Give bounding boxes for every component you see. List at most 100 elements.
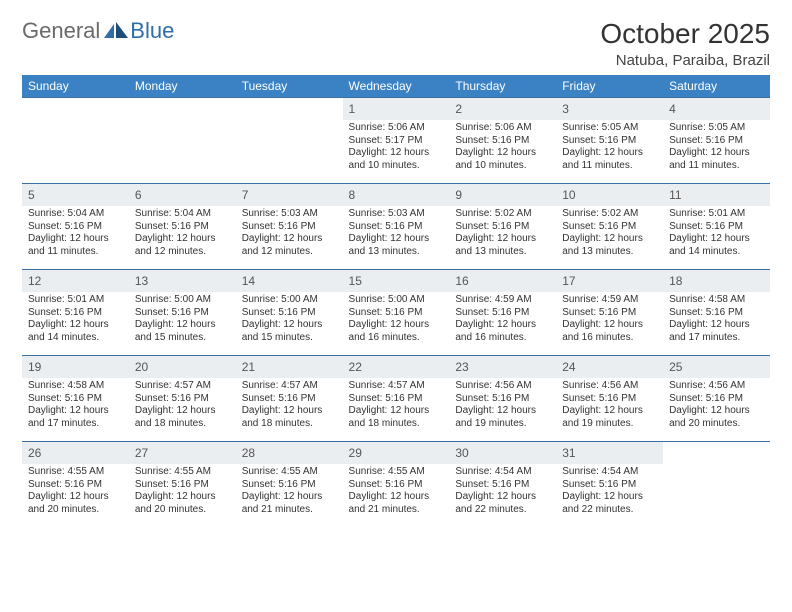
day-number-bar: 7 bbox=[236, 184, 343, 206]
calendar-day-cell: 29Sunrise: 4:55 AMSunset: 5:16 PMDayligh… bbox=[343, 442, 450, 528]
calendar-week-row: 5Sunrise: 5:04 AMSunset: 5:16 PMDaylight… bbox=[22, 184, 770, 270]
day-number: 15 bbox=[349, 274, 362, 288]
day-number-bar: 20 bbox=[129, 356, 236, 378]
day-number-bar: 17 bbox=[556, 270, 663, 292]
calendar-week-row: 26 Sunrise: 4:55 AMSunset: 5:16 PMDayligh… bbox=[22, 442, 770, 528]
day-number: 26 bbox=[28, 446, 41, 460]
day-detail: Sunrise: 5:01 AMSunset: 5:16 PMDaylight:… bbox=[663, 206, 770, 262]
day-detail: Sunrise: 4:57 AMSunset: 5:16 PMDaylight:… bbox=[343, 378, 450, 434]
day-number: 23 bbox=[455, 360, 468, 374]
day-detail: Sunrise: 4:55 AMSunset: 5:16 PMDaylight:… bbox=[343, 464, 450, 520]
day-number-bar: 4 bbox=[663, 98, 770, 120]
calendar-header-row: SundayMondayTuesdayWednesdayThursdayFrid… bbox=[22, 75, 770, 98]
day-number: 20 bbox=[135, 360, 148, 374]
day-detail: Sunrise: 4:55 AMSunset: 5:16 PMDaylight:… bbox=[129, 464, 236, 520]
calendar-empty-cell bbox=[236, 98, 343, 184]
day-number-bar: 18 bbox=[663, 270, 770, 292]
day-detail: Sunrise: 4:59 AMSunset: 5:16 PMDaylight:… bbox=[556, 292, 663, 348]
day-number-bar: 24 bbox=[556, 356, 663, 378]
day-detail: Sunrise: 4:55 AMSunset: 5:16 PMDaylight:… bbox=[236, 464, 343, 520]
logo-sail-icon bbox=[104, 22, 128, 38]
day-detail: Sunrise: 5:00 AMSunset: 5:16 PMDaylight:… bbox=[129, 292, 236, 348]
logo-text-general: General bbox=[22, 18, 100, 44]
location-text: Natuba, Paraiba, Brazil bbox=[600, 52, 770, 69]
calendar-day-cell: 8Sunrise: 5:03 AMSunset: 5:16 PMDaylight… bbox=[343, 184, 450, 270]
day-number: 19 bbox=[28, 360, 41, 374]
calendar-day-cell: 3Sunrise: 5:05 AMSunset: 5:16 PMDaylight… bbox=[556, 98, 663, 184]
day-number: 17 bbox=[562, 274, 575, 288]
day-number-bar: 8 bbox=[343, 184, 450, 206]
day-number: 21 bbox=[242, 360, 255, 374]
calendar-day-cell: 4Sunrise: 5:05 AMSunset: 5:16 PMDaylight… bbox=[663, 98, 770, 184]
day-number-bar: 21 bbox=[236, 356, 343, 378]
calendar-day-cell: 16Sunrise: 4:59 AMSunset: 5:16 PMDayligh… bbox=[449, 270, 556, 356]
day-detail: Sunrise: 4:58 AMSunset: 5:16 PMDaylight:… bbox=[22, 378, 129, 434]
day-number-bar: 31 bbox=[556, 442, 663, 464]
day-number-bar: 10 bbox=[556, 184, 663, 206]
day-detail: Sunrise: 4:58 AMSunset: 5:16 PMDaylight:… bbox=[663, 292, 770, 348]
calendar-day-cell: 20 Sunrise: 4:57 AMSunset: 5:16 PMDayligh… bbox=[129, 356, 236, 442]
day-number: 9 bbox=[455, 188, 462, 202]
day-number: 24 bbox=[562, 360, 575, 374]
day-number: 2 bbox=[455, 102, 462, 116]
weekday-header: Thursday bbox=[449, 75, 556, 98]
calendar-table: SundayMondayTuesdayWednesdayThursdayFrid… bbox=[22, 75, 770, 528]
day-detail: Sunrise: 4:57 AMSunset: 5:16 PMDaylight:… bbox=[129, 378, 236, 434]
calendar-day-cell: 2 Sunrise: 5:06 AMSunset: 5:16 PMDaylight… bbox=[449, 98, 556, 184]
weekday-header: Monday bbox=[129, 75, 236, 98]
day-detail: Sunrise: 5:02 AMSunset: 5:16 PMDaylight:… bbox=[556, 206, 663, 262]
day-number: 30 bbox=[455, 446, 468, 460]
calendar-day-cell: 31Sunrise: 4:54 AMSunset: 5:16 PMDayligh… bbox=[556, 442, 663, 528]
day-number: 11 bbox=[669, 188, 681, 202]
day-detail: Sunrise: 5:01 AMSunset: 5:16 PMDaylight:… bbox=[22, 292, 129, 348]
calendar-day-cell: 22 Sunrise: 4:57 AMSunset: 5:16 PMDayligh… bbox=[343, 356, 450, 442]
day-detail: Sunrise: 5:00 AMSunset: 5:16 PMDaylight:… bbox=[236, 292, 343, 348]
calendar-day-cell: 9Sunrise: 5:02 AMSunset: 5:16 PMDaylight… bbox=[449, 184, 556, 270]
day-detail: Sunrise: 5:06 AMSunset: 5:17 PMDaylight:… bbox=[343, 120, 450, 176]
day-detail: Sunrise: 4:54 AMSunset: 5:16 PMDaylight:… bbox=[449, 464, 556, 520]
logo: General Blue bbox=[22, 18, 174, 44]
day-detail: Sunrise: 4:56 AMSunset: 5:16 PMDaylight:… bbox=[556, 378, 663, 434]
calendar-day-cell: 26Sunrise: 4:55 AMSunset: 5:16 PMDayligh… bbox=[22, 442, 129, 528]
header: General Blue October 2025 Natuba, Paraib… bbox=[22, 18, 770, 69]
day-number: 14 bbox=[242, 274, 255, 288]
weekday-header: Wednesday bbox=[343, 75, 450, 98]
title-block: October 2025 Natuba, Paraiba, Brazil bbox=[600, 18, 770, 69]
day-detail: Sunrise: 5:06 AMSunset: 5:16 PMDaylight:… bbox=[449, 120, 556, 176]
weekday-header: Saturday bbox=[663, 75, 770, 98]
weekday-header: Friday bbox=[556, 75, 663, 98]
calendar-day-cell: 24 Sunrise: 4:56 AMSunset: 5:16 PMDayligh… bbox=[556, 356, 663, 442]
weekday-header: Sunday bbox=[22, 75, 129, 98]
calendar-day-cell: 17 Sunrise: 4:59 AMSunset: 5:16 PMDayligh… bbox=[556, 270, 663, 356]
day-number: 22 bbox=[349, 360, 362, 374]
day-detail: Sunrise: 4:57 AMSunset: 5:16 PMDaylight:… bbox=[236, 378, 343, 434]
calendar-day-cell: 25Sunrise: 4:56 AMSunset: 5:16 PMDayligh… bbox=[663, 356, 770, 442]
day-number-bar: 22 bbox=[343, 356, 450, 378]
day-number-bar: 29 bbox=[343, 442, 450, 464]
day-number: 25 bbox=[669, 360, 682, 374]
day-number-bar: 9 bbox=[449, 184, 556, 206]
day-number-bar: 1 bbox=[343, 98, 450, 120]
calendar-day-cell: 5Sunrise: 5:04 AMSunset: 5:16 PMDaylight… bbox=[22, 184, 129, 270]
calendar-day-cell: 23Sunrise: 4:56 AMSunset: 5:16 PMDayligh… bbox=[449, 356, 556, 442]
calendar-day-cell: 7Sunrise: 5:03 AMSunset: 5:16 PMDaylight… bbox=[236, 184, 343, 270]
day-number: 5 bbox=[28, 188, 35, 202]
calendar-empty-cell bbox=[129, 98, 236, 184]
logo-text-blue: Blue bbox=[130, 18, 174, 44]
calendar-day-cell: 30 Sunrise: 4:54 AMSunset: 5:16 PMDayligh… bbox=[449, 442, 556, 528]
calendar-empty-cell bbox=[663, 442, 770, 528]
day-number: 12 bbox=[28, 274, 41, 288]
day-number-bar: 12 bbox=[22, 270, 129, 292]
calendar-empty-cell bbox=[22, 98, 129, 184]
calendar-day-cell: 15Sunrise: 5:00 AMSunset: 5:16 PMDayligh… bbox=[343, 270, 450, 356]
day-number-bar: 26 bbox=[22, 442, 129, 464]
calendar-day-cell: 28Sunrise: 4:55 AMSunset: 5:16 PMDayligh… bbox=[236, 442, 343, 528]
day-number: 6 bbox=[135, 188, 142, 202]
weekday-header: Tuesday bbox=[236, 75, 343, 98]
calendar-week-row: 12 Sunrise: 5:01 AMSunset: 5:16 PMDayligh… bbox=[22, 270, 770, 356]
day-number-bar: 28 bbox=[236, 442, 343, 464]
day-number-bar: 15 bbox=[343, 270, 450, 292]
day-number: 31 bbox=[562, 446, 575, 460]
day-number: 7 bbox=[242, 188, 249, 202]
day-detail: Sunrise: 5:05 AMSunset: 5:16 PMDaylight:… bbox=[663, 120, 770, 176]
